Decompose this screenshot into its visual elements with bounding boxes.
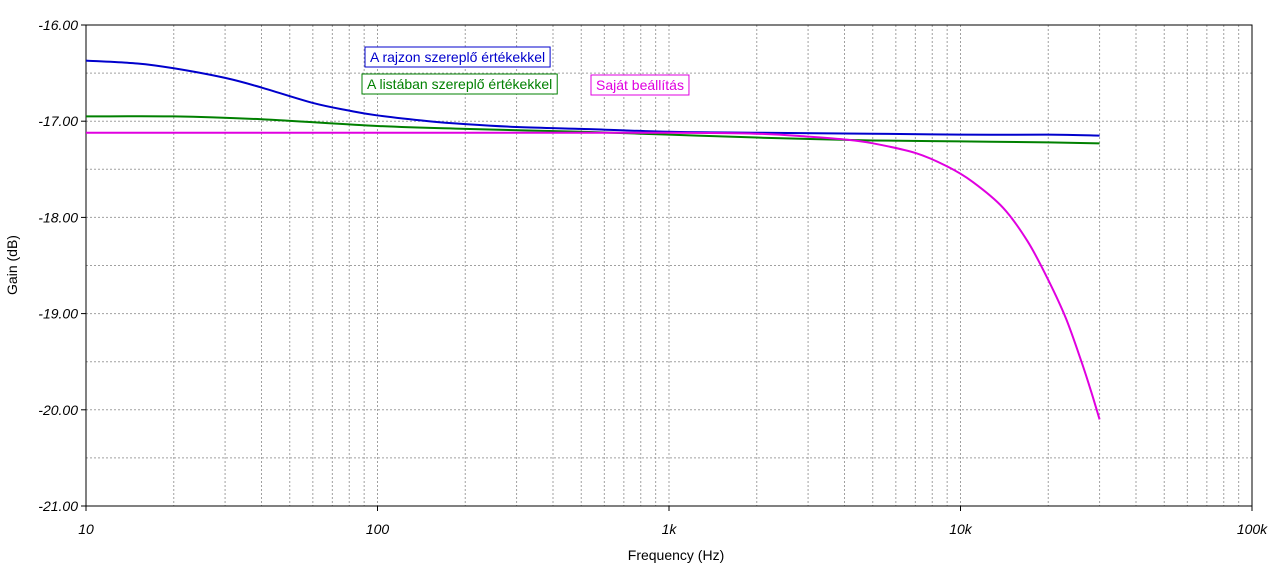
grid — [86, 25, 1252, 506]
y-tick-label: -17.00 — [38, 113, 78, 129]
y-tick-label: -20.00 — [38, 402, 78, 418]
y-axis-title: Gain (dB) — [4, 235, 20, 295]
legend-box — [361, 73, 558, 95]
x-tick-label: 1k — [662, 521, 678, 537]
y-tick-label: -16.00 — [38, 17, 78, 33]
series-line-3 — [85, 131, 1101, 420]
legend-box — [364, 46, 551, 68]
legend-label: A rajzon szereplő értékekkel — [370, 49, 545, 65]
x-axis: 10 100 1k 10k 100k — [78, 506, 1268, 537]
legend: A rajzon szereplő értékekkel A listában s… — [361, 46, 690, 96]
y-tick-label: -18.00 — [38, 209, 78, 225]
legend-entry-3: Saját beállítás — [590, 74, 690, 96]
y-tick-label: -21.00 — [38, 498, 78, 514]
legend-label: Saját beállítás — [596, 77, 684, 93]
series-layer — [85, 59, 1101, 420]
legend-box — [590, 74, 690, 96]
x-tick-label: 10k — [949, 521, 973, 537]
x-axis-title: Frequency (Hz) — [628, 547, 724, 563]
legend-entry-2: A listában szereplő értékekkel — [361, 73, 558, 95]
y-tick-label: -19.00 — [38, 306, 78, 322]
x-tick-label: 100k — [1237, 521, 1268, 537]
x-tick-label: 100 — [366, 521, 390, 537]
y-axis: -16.00 -17.00 -18.00 -19.00 -20.00 -21.00 — [38, 17, 86, 514]
series-line-1 — [85, 59, 1100, 137]
legend-entry-1: A rajzon szereplő értékekkel — [364, 46, 551, 68]
x-tick-label: 10 — [78, 521, 94, 537]
legend-label: A listában szereplő értékekkel — [367, 76, 552, 92]
